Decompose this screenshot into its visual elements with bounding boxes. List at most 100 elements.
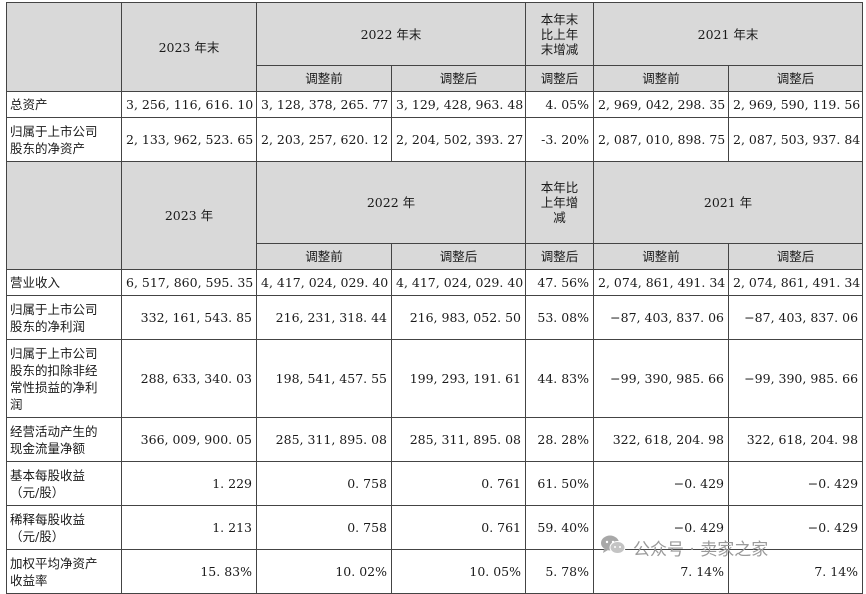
header-blank-cell <box>6 161 122 270</box>
cell-v2022a: 199, 293, 191. 61 <box>390 339 527 418</box>
cell-chg: 5. 78% <box>525 549 595 594</box>
row-label: 营业收入 <box>6 269 122 296</box>
header-year-2023: 2023 年 <box>121 161 257 270</box>
header-2023: 2023 年末 <box>121 2 257 92</box>
header-row-2b: 调整前 调整后 调整后 调整前 调整后 <box>7 243 864 270</box>
cell-v2021b: 2, 969, 042, 298. 35 <box>593 91 730 118</box>
header-2022-before: 调整前 <box>256 243 392 270</box>
cell-v2022b: 0. 758 <box>256 461 392 506</box>
row-label-line: 营业收入 <box>10 275 61 290</box>
header-change-line: 比上年 <box>540 26 579 42</box>
cell-chg: 53. 08% <box>525 295 595 340</box>
table-row: 稀释每股收益 （元/股） 1. 213 0. 758 0. 761 59. 40% −0. … <box>6 505 864 550</box>
cell-v2022a: 2, 204, 502, 393. 27 <box>390 117 527 162</box>
header-row-1b: 调整前 调整后 调整后 调整前 调整后 <box>7 65 864 92</box>
cell-v2023: 1. 229 <box>121 461 257 506</box>
cell-v2021a: 322, 618, 204. 98 <box>728 417 864 462</box>
cell-chg: 61. 50% <box>525 461 595 506</box>
row-label: 基本每股收益 （元/股） <box>6 461 122 506</box>
cell-chg: 44. 83% <box>525 339 595 418</box>
cell-v2022b: 285, 311, 895. 08 <box>256 417 392 462</box>
header-2021-before: 调整前 <box>593 65 730 92</box>
header-change-line: 本年末 <box>540 11 579 27</box>
row-label-line: 归属于上市公司 <box>10 301 98 317</box>
cell-v2022b: 2, 203, 257, 620. 12 <box>256 117 392 162</box>
header-2022-before: 调整前 <box>256 65 392 92</box>
cell-v2022b: 10. 02% <box>256 549 392 594</box>
header-year-2021: 2021 年 <box>593 161 864 244</box>
cell-v2023: 15. 83% <box>121 549 257 594</box>
header-2021-before: 调整前 <box>593 243 730 270</box>
cell-v2022b: 3, 128, 378, 265. 77 <box>256 91 392 118</box>
financial-summary-table-container: 2023 年末 2022 年末 本年末 比上年 末增减 2021 年末 调整前 … <box>6 2 864 594</box>
cell-v2021a: −0. 429 <box>728 461 864 506</box>
header-2022: 2022 年末 <box>255 2 527 66</box>
cell-v2021b: −0. 429 <box>593 461 730 506</box>
cell-v2022a: 0. 761 <box>390 461 527 506</box>
header-change-after: 调整后 <box>525 65 595 92</box>
income-section: 2023 年 2022 年 本年比 上年增 减 2021 年 调整前 调整后 调… <box>6 161 864 270</box>
cell-v2023: 1. 213 <box>121 505 257 550</box>
table-row: 基本每股收益 （元/股） 1. 229 0. 758 0. 761 61. 50% −0. … <box>6 461 864 506</box>
cell-v2021b: −99, 390, 985. 66 <box>593 339 730 418</box>
header-change-line: 上年增 <box>540 195 579 210</box>
table-row: 营业收入 6, 517, 860, 595. 35 4, 417, 024, 029… <box>6 269 864 296</box>
cell-v2021a: 2, 074, 861, 491. 34 <box>728 269 864 296</box>
cell-v2022a: 3, 129, 428, 963. 48 <box>390 91 527 118</box>
row-label-line: （元/股） <box>10 528 65 544</box>
row-label-line: 现金流量净额 <box>10 440 86 456</box>
header-2022-after: 调整后 <box>390 65 527 92</box>
row-label: 总资产 <box>6 91 122 118</box>
row-label: 稀释每股收益 （元/股） <box>6 505 122 550</box>
table-row: 总资产 3, 256, 116, 616. 10 3, 128, 378, 265.… <box>6 91 864 118</box>
table-row: 归属于上市公司 股东的净资产 2, 133, 962, 523. 65 2, 203,… <box>6 117 864 162</box>
cell-v2021a: 2, 969, 590, 119. 56 <box>728 91 864 118</box>
header-2021-after: 调整后 <box>728 243 864 270</box>
row-label-line: 股东的净利润 <box>10 318 86 334</box>
cell-v2021b: 2, 087, 010, 898. 75 <box>593 117 730 162</box>
balance-section: 2023 年末 2022 年末 本年末 比上年 末增减 2021 年末 调整前 … <box>6 2 864 92</box>
header-2022-after: 调整后 <box>390 243 527 270</box>
cell-v2022a: 4, 417, 024, 029. 40 <box>390 269 527 296</box>
cell-chg: 4. 05% <box>525 91 595 118</box>
cell-v2023: 3, 256, 116, 616. 10 <box>121 91 257 118</box>
row-label-line: 股东的扣除非经 <box>10 362 98 378</box>
cell-v2021b: 322, 618, 204. 98 <box>593 417 730 462</box>
header-2021-after: 调整后 <box>728 65 864 92</box>
row-label: 归属于上市公司 股东的净资产 <box>6 117 122 162</box>
header-yoy-change: 本年比 上年增 减 <box>525 161 595 244</box>
cell-v2021a: −87, 403, 837. 06 <box>728 295 864 340</box>
row-label-line: 常性损益的净利 <box>10 379 98 395</box>
row-label-line: 加权平均净资产 <box>10 555 98 571</box>
cell-chg: 47. 56% <box>525 269 595 296</box>
watermark: 公众号 · 卖家之家 <box>600 533 768 561</box>
row-label: 经营活动产生的 现金流量净额 <box>6 417 122 462</box>
cell-v2023: 288, 633, 340. 03 <box>121 339 257 418</box>
cell-v2021a: 2, 087, 503, 937. 84 <box>728 117 864 162</box>
row-label: 归属于上市公司 股东的扣除非经 常性损益的净利润 <box>6 339 122 418</box>
cell-v2021a: −0. 429 <box>728 505 864 550</box>
row-label-line: 收益率 <box>10 572 48 588</box>
financial-summary-table: 2023 年末 2022 年末 本年末 比上年 末增减 2021 年末 调整前 … <box>6 2 864 594</box>
cell-v2022b: 198, 541, 457. 55 <box>256 339 392 418</box>
row-label-line: 股东的净资产 <box>10 140 86 156</box>
cell-v2021b: 2, 074, 861, 491. 34 <box>593 269 730 296</box>
header-change-line: 本年比 <box>540 180 579 195</box>
header-blank-cell <box>6 2 122 92</box>
row-label-line: 稀释每股收益 <box>10 511 86 527</box>
cell-v2022a: 0. 761 <box>390 505 527 550</box>
row-label-line: 总资产 <box>10 97 48 112</box>
header-change-line: 末增减 <box>540 41 579 57</box>
table-row: 经营活动产生的 现金流量净额 366, 009, 900. 05 285, 311, … <box>6 417 864 462</box>
cell-v2023: 366, 009, 900. 05 <box>121 417 257 462</box>
cell-v2023: 332, 161, 543. 85 <box>121 295 257 340</box>
header-2021: 2021 年末 <box>593 2 864 66</box>
header-year-2022: 2022 年 <box>255 161 527 244</box>
cell-chg: 59. 40% <box>525 505 595 550</box>
row-label-line: 基本每股收益 <box>10 467 86 483</box>
cell-v2023: 2, 133, 962, 523. 65 <box>121 117 257 162</box>
header-row-2a: 2023 年 2022 年 本年比 上年增 减 2021 年 <box>6 161 864 270</box>
row-label: 加权平均净资产 收益率 <box>6 549 122 594</box>
cell-v2022a: 10. 05% <box>390 549 527 594</box>
header-change-after: 调整后 <box>525 243 595 270</box>
